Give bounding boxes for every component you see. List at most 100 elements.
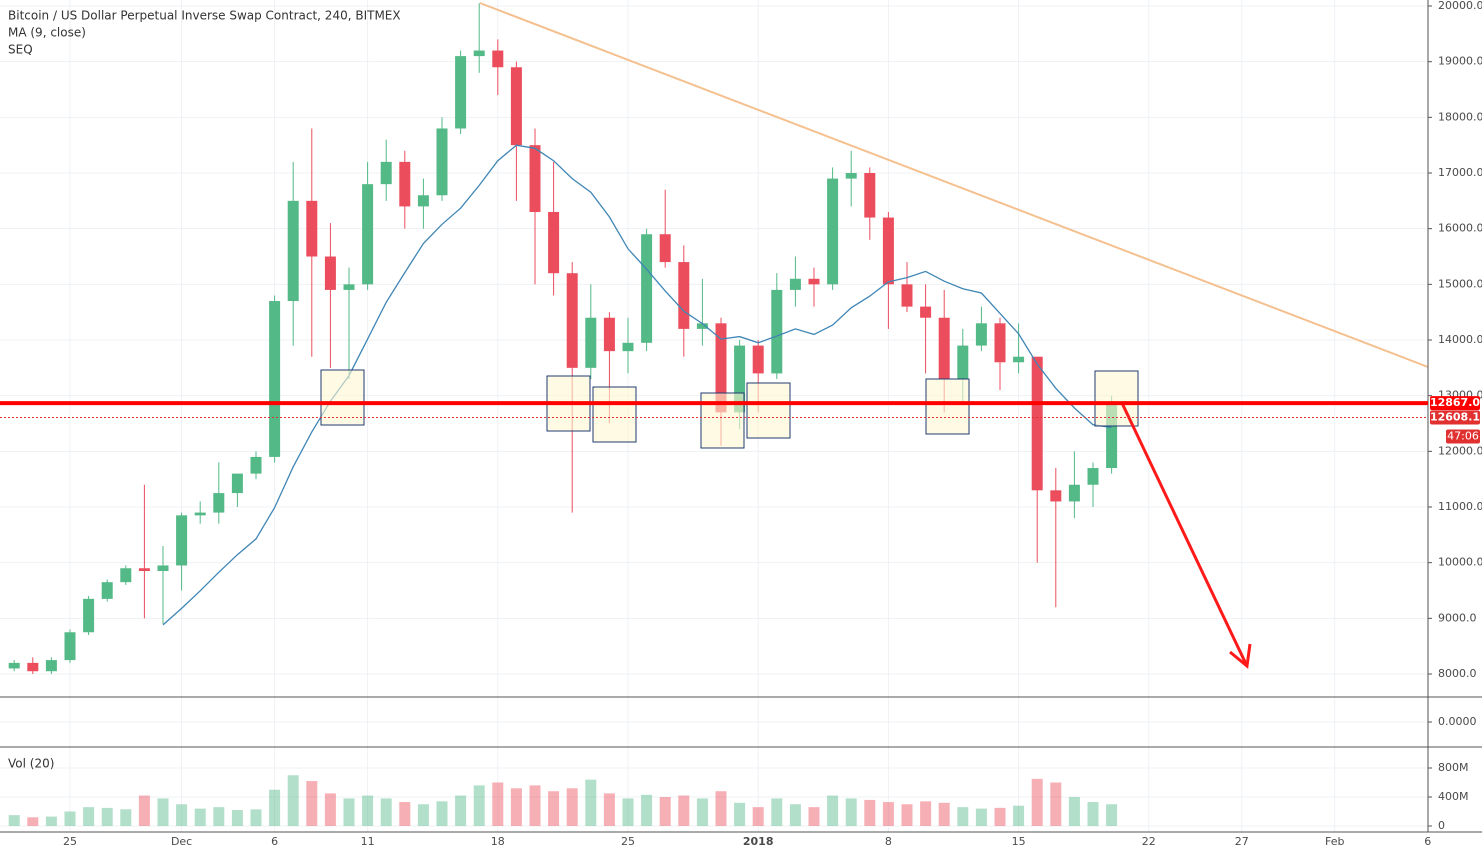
- candle-body: [1087, 468, 1099, 485]
- trend-line: [479, 2, 1429, 368]
- volume-bar: [920, 801, 932, 826]
- down-arrow: [1120, 402, 1252, 669]
- volume-bar: [157, 798, 169, 826]
- volume-bar: [641, 794, 653, 826]
- candle-body: [603, 317, 615, 352]
- indicator-label: SEQ: [8, 43, 33, 57]
- candle-body: [696, 323, 708, 329]
- y-tick-label: 16000.0: [1438, 222, 1482, 235]
- candle-body: [882, 217, 894, 285]
- volume-bar: [27, 817, 39, 826]
- box: [746, 382, 791, 439]
- candle-body: [343, 284, 355, 290]
- volume-bar: [975, 808, 987, 826]
- candle-body: [213, 493, 225, 513]
- candle-body: [548, 211, 560, 274]
- candle-body: [808, 278, 820, 285]
- candle-body: [566, 273, 578, 368]
- candle-body: [529, 145, 541, 212]
- y-tick-label: 0.0000: [1438, 715, 1477, 728]
- candle-body: [399, 161, 411, 207]
- candle-body: [734, 345, 746, 413]
- candle-body: [994, 323, 1006, 363]
- grid: [0, 0, 1429, 832]
- volume-bar: [864, 799, 876, 826]
- volume-bar: [417, 804, 429, 826]
- candle-body: [975, 323, 987, 346]
- volume-bar: [678, 795, 690, 826]
- volume-bar: [213, 807, 225, 826]
- candle-body: [920, 306, 932, 318]
- candle-body: [641, 234, 653, 343]
- candle-body: [473, 50, 485, 57]
- candle-body: [417, 195, 429, 207]
- volume-bar: [603, 793, 615, 826]
- candle-body: [250, 456, 262, 474]
- volume-bar: [957, 807, 969, 826]
- volume-bar: [659, 797, 671, 826]
- volume-bar: [845, 798, 857, 826]
- volume-bar: [585, 779, 597, 826]
- volume-bar: [994, 807, 1006, 826]
- candle-body: [1050, 490, 1062, 502]
- candle-body: [845, 173, 857, 179]
- volume-bar: [343, 798, 355, 826]
- candle-body: [194, 512, 206, 516]
- volume-bar: [101, 807, 113, 826]
- candle-body: [176, 515, 188, 566]
- candle-body: [306, 200, 318, 257]
- candle-body: [83, 598, 95, 633]
- candle-body: [510, 67, 522, 146]
- volume-bar: [715, 791, 727, 826]
- volume-bar: [231, 810, 243, 826]
- volume-bar: [492, 782, 504, 826]
- countdown-label: 47:06: [1447, 429, 1479, 442]
- volume-bar: [1087, 802, 1099, 826]
- candle-body: [157, 565, 169, 572]
- candle-body: [269, 301, 281, 457]
- y-tick-label: 15000.0: [1438, 277, 1482, 290]
- volume-bar: [789, 804, 801, 826]
- y-tick-label: 400M: [1438, 790, 1469, 803]
- candle-body: [1013, 356, 1025, 363]
- volume-bar: [771, 798, 783, 826]
- candle-body: [64, 632, 76, 661]
- price-tag: [1430, 396, 1480, 411]
- candle-body: [715, 323, 727, 413]
- candle-body: [1106, 404, 1118, 469]
- candle-body: [101, 582, 113, 599]
- y-tick-label: 11000.0: [1438, 500, 1482, 513]
- volume-bar: [566, 788, 578, 826]
- volume-bar: [529, 785, 541, 826]
- volume-bar: [250, 809, 262, 826]
- box: [925, 378, 970, 435]
- volume-bar: [8, 815, 20, 826]
- candle-body: [957, 345, 969, 379]
- volume-bar: [436, 801, 448, 826]
- candle-body: [45, 660, 57, 672]
- x-tick-label: 6: [271, 835, 278, 848]
- candle-body: [380, 161, 392, 185]
- chart-title: Bitcoin / US Dollar Perpetual Inverse Sw…: [8, 9, 401, 23]
- volume-bar: [380, 798, 392, 826]
- x-tick-label: 2018: [743, 835, 774, 848]
- y-tick-label: 18000.0: [1438, 110, 1482, 123]
- x-tick-label: Dec: [171, 835, 192, 848]
- volume-bar: [473, 785, 485, 826]
- x-tick-label: 22: [1142, 835, 1156, 848]
- volume-bar: [808, 807, 820, 826]
- y-tick-label: 9000.0: [1438, 611, 1477, 624]
- x-tick-label: 6: [1424, 835, 1431, 848]
- x-tick-label: Feb: [1325, 835, 1344, 848]
- candle-body: [27, 662, 39, 672]
- volume-bar: [45, 816, 57, 826]
- price-tag-label: 12608.1: [1430, 410, 1480, 423]
- candle-body: [455, 56, 467, 129]
- candle-body: [789, 278, 801, 290]
- y-tick-label: 800M: [1438, 761, 1469, 774]
- y-tick-label: 14000.0: [1438, 333, 1482, 346]
- volume-bar: [1068, 797, 1080, 826]
- price-tag: [1430, 410, 1480, 425]
